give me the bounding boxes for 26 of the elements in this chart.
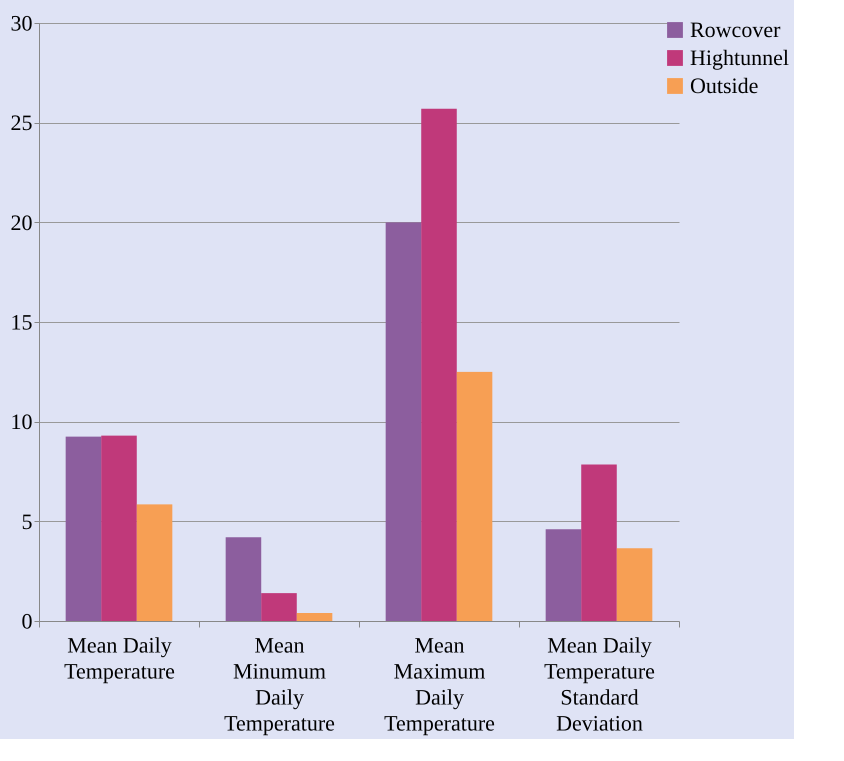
bar	[296, 613, 332, 621]
bar	[261, 593, 297, 621]
bar	[616, 548, 652, 621]
y-tick-label: 5	[22, 508, 32, 534]
y-tick-label: 10	[10, 409, 32, 434]
legend-label: Outside	[690, 73, 758, 98]
bar	[226, 537, 262, 621]
bar	[136, 504, 172, 621]
bar	[101, 436, 137, 621]
y-tick-label: 25	[10, 110, 32, 136]
y-tick-label: 20	[10, 210, 32, 235]
bar	[386, 222, 422, 621]
bar	[581, 464, 617, 621]
y-tick-label: 15	[10, 310, 32, 334]
bar	[66, 436, 102, 621]
x-tick-label: Mean Daily Temperature	[64, 632, 175, 684]
bar	[456, 372, 492, 621]
bar	[421, 108, 457, 621]
y-tick-label: 0	[22, 608, 32, 634]
x-tick-label: Mean Minumum Daily Temperature	[224, 632, 335, 736]
x-tick-label: Mean Daily Temperature Standard Deviation	[544, 632, 655, 736]
x-tick-label: Mean Maximum Daily Temperature	[384, 632, 495, 736]
bar	[546, 529, 582, 621]
legend-label: Rowcover	[690, 17, 782, 42]
legend-label: Hightunnel	[690, 45, 789, 70]
y-tick-label: 30	[10, 10, 32, 36]
